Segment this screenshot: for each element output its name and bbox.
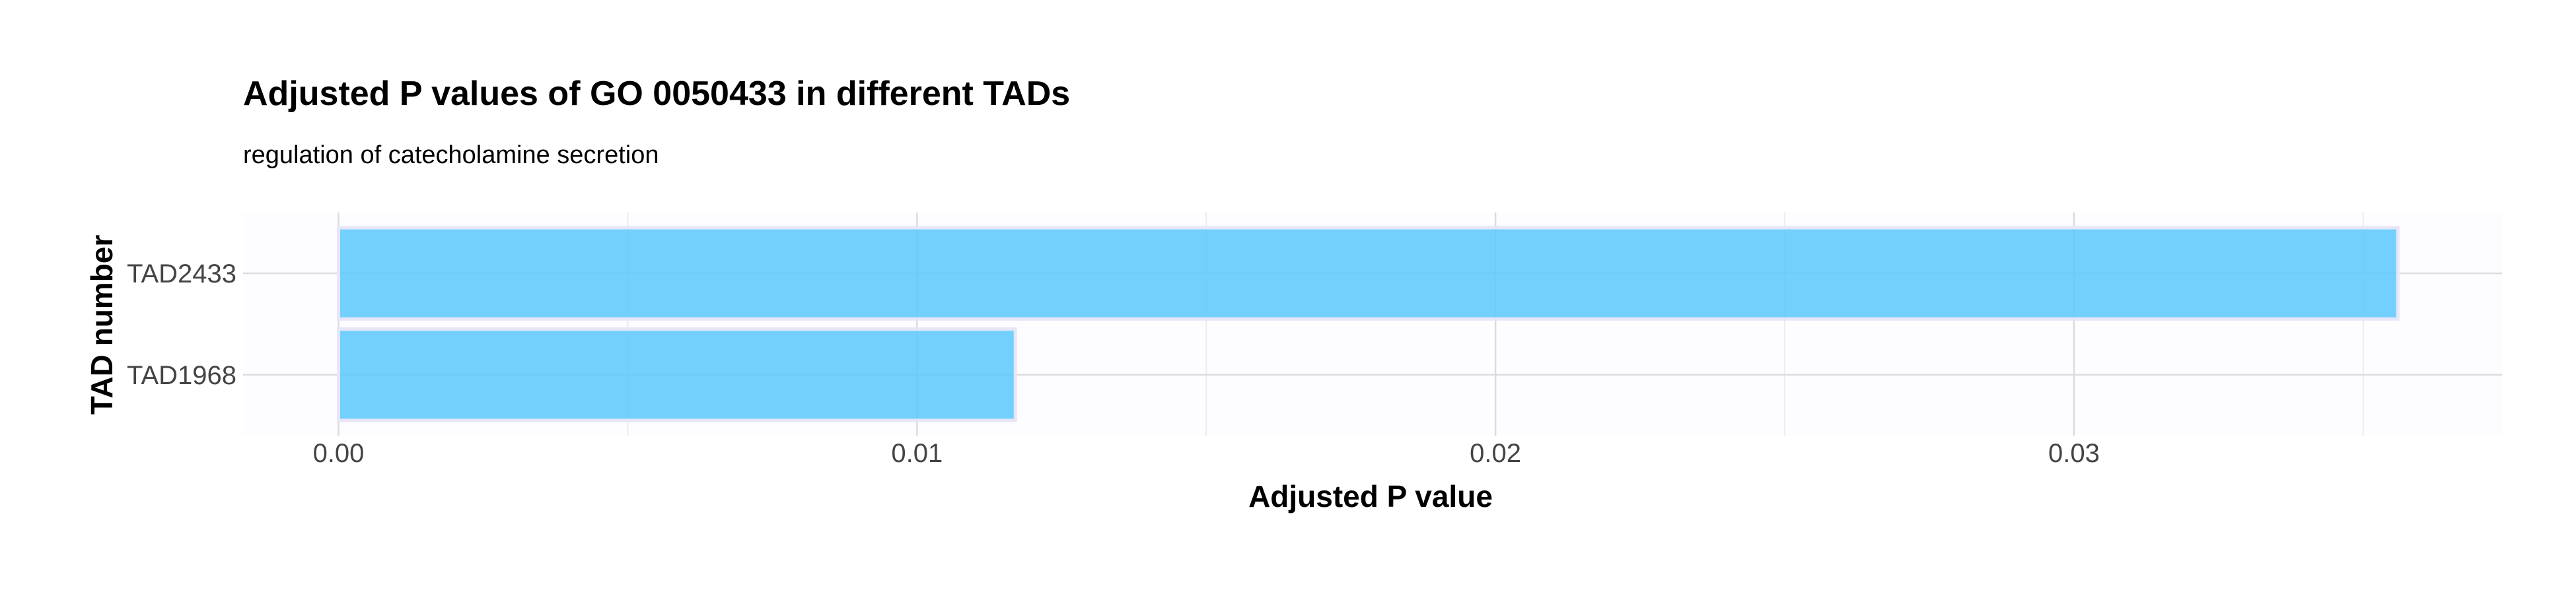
bar-tad2433 [337,226,2400,321]
bars [337,226,2400,422]
y-tick-label: TAD2433 [127,259,236,288]
y-axis-ticks: TAD2433 TAD1968 [127,259,236,390]
x-tick-label: 0.00 [313,439,365,468]
chart-subtitle: regulation of catecholamine secretion [243,141,659,169]
x-tick-label: 0.02 [1470,439,1521,468]
x-tick-label: 0.01 [891,439,943,468]
x-tick-label: 0.03 [2048,439,2100,468]
y-axis-title: TAD number [85,235,119,415]
chart-title: Adjusted P values of GO 0050433 in diffe… [243,75,1071,113]
y-tick-label: TAD1968 [127,361,236,390]
bar-tad1968 [337,327,1017,422]
x-axis-ticks: 0.00 0.01 0.02 0.03 [313,439,2100,468]
x-axis-title: Adjusted P value [1248,479,1493,513]
